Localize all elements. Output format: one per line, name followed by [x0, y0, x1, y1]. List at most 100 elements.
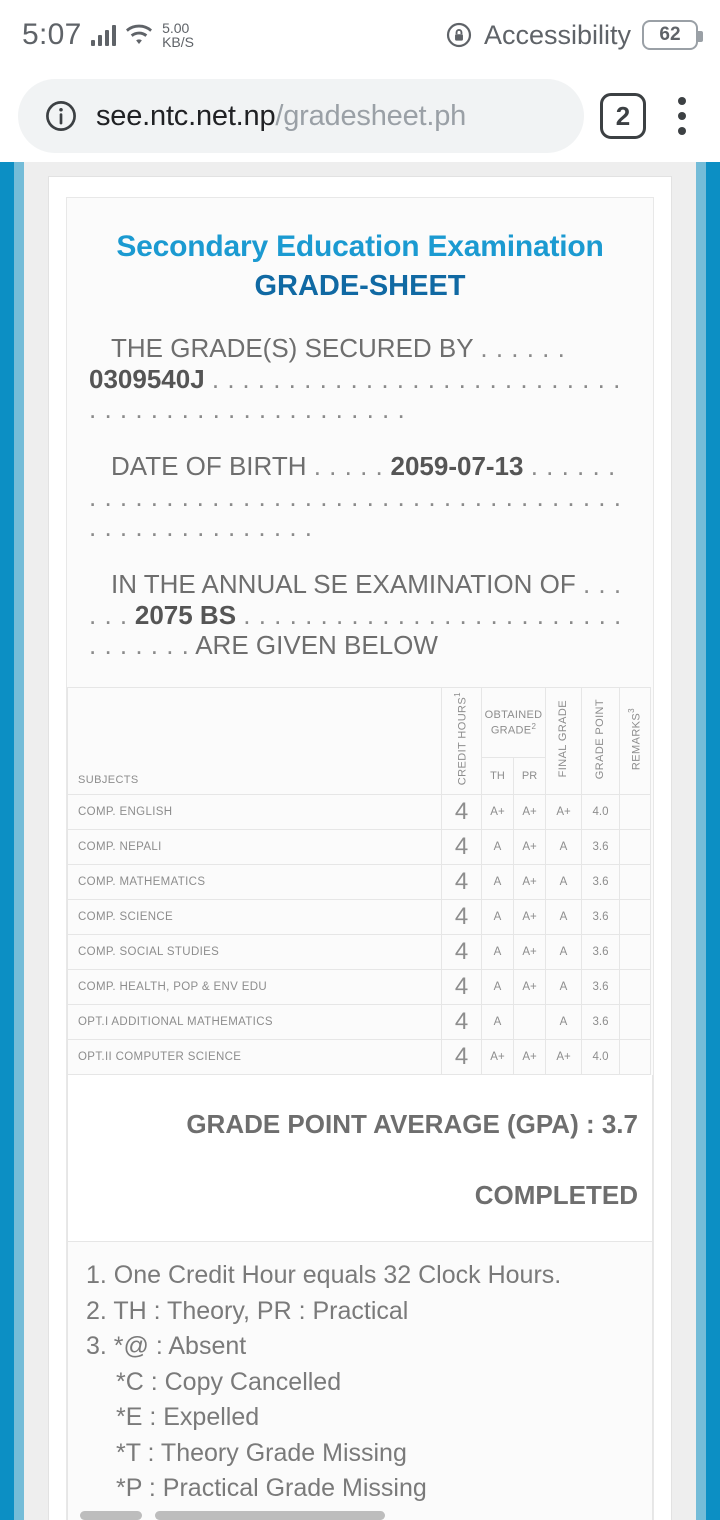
table-row: COMP. HEALTH, POP & ENV EDU 4 A A+ A 3.6	[67, 969, 651, 1006]
accessibility-label: Accessibility	[483, 19, 631, 50]
cell-th-grade: A+	[481, 1039, 514, 1076]
page-edge-soft-right	[696, 162, 706, 1520]
credit-hours-label: CREDIT HOURS	[457, 696, 469, 786]
dots-3: . . . . . . . . . . . . . . . . . . . . …	[89, 363, 621, 425]
grades-table-head: SUBJECTS CREDIT HOURS1 OBTAINED GRADE2 F…	[67, 687, 651, 796]
footnote-sub-item: *P : Practical Grade Missing	[116, 1474, 427, 1503]
cell-remarks	[619, 934, 651, 971]
cell-grade-point: 3.6	[581, 1004, 621, 1041]
cell-grade-point: 3.6	[581, 969, 621, 1006]
cell-subject: COMP. HEALTH, POP & ENV EDU	[67, 969, 442, 1006]
cell-remarks	[619, 1004, 651, 1041]
exam-prefix: IN THE ANNUAL SE EXAMINATION OF	[111, 569, 576, 600]
cell-pr-grade	[512, 1004, 547, 1041]
page-title: Secondary Education Examination	[116, 230, 604, 263]
cell-remarks	[619, 969, 651, 1006]
table-row: COMP. SOCIAL STUDIES 4 A A+ A 3.6	[67, 934, 651, 971]
cell-grade-point: 4.0	[581, 1039, 621, 1076]
address-bar[interactable]: see.ntc.net.np/gradesheet.ph	[18, 79, 584, 153]
secured-by-prefix: THE GRADE(S) SECURED BY	[111, 333, 474, 363]
cell-pr-grade: A+	[512, 1039, 547, 1076]
horizontal-scrollbar[interactable]	[0, 1511, 720, 1520]
accessibility-lock-icon	[445, 21, 473, 49]
cell-final-grade: A	[545, 899, 583, 936]
result-status: COMPLETED	[474, 1180, 638, 1211]
gpa-text: GRADE POINT AVERAGE (GPA) : 3.7	[186, 1109, 638, 1140]
dots-8: . . . . .	[242, 512, 313, 543]
cell-th-grade: A	[481, 934, 514, 971]
url-path: /gradesheet.ph	[275, 99, 467, 132]
cell-grade-point: 4.0	[581, 794, 621, 831]
web-page-viewport[interactable]: Secondary Education Examination GRADE-SH…	[0, 162, 720, 1520]
cell-credit-hours: 4	[441, 899, 482, 936]
cell-grade-point: 3.6	[581, 864, 621, 901]
cell-final-grade: A+	[545, 1039, 583, 1076]
table-row: OPT.I ADDITIONAL MATHEMATICS 4 A A 3.6	[67, 1004, 651, 1041]
footnotes-block: 1. One Credit Hour equals 32 Clock Hours…	[67, 1242, 653, 1520]
wifi-icon	[125, 24, 153, 46]
cell-subject: OPT.I ADDITIONAL MATHEMATICS	[67, 1004, 442, 1041]
cell-grade-point: 3.6	[581, 934, 621, 971]
dob-prefix: DATE OF BIRTH	[111, 451, 307, 482]
dots-9: . . . . . .	[89, 569, 622, 630]
cell-pr-grade: A+	[512, 969, 547, 1006]
cell-remarks	[619, 864, 651, 901]
network-speed: 5.00 KB/S	[162, 20, 194, 49]
declaration-exam: IN THE ANNUAL SE EXAMINATION OF . . . . …	[89, 569, 631, 661]
footnote-item: 2. TH : Theory, PR : Practical	[86, 1296, 409, 1325]
final-grade-label: FINAL GRADE	[557, 699, 570, 778]
table-row: COMP. SCIENCE 4 A A+ A 3.6	[67, 899, 651, 936]
cell-th-grade: A	[481, 829, 514, 866]
dots-7: . . . . . . . . . . . . . . . . . . . . …	[89, 481, 622, 543]
cell-pr-grade: A+	[512, 864, 547, 901]
scrollbar-thumb[interactable]	[155, 1511, 385, 1520]
grade-point-label: GRADE POINT	[594, 698, 607, 779]
battery-icon: 62	[642, 20, 703, 50]
declaration-block: THE GRADE(S) SECURED BY . . . . . . 0309…	[67, 303, 653, 661]
cell-final-grade: A	[545, 969, 583, 1006]
cell-th-grade: A	[481, 899, 514, 936]
kebab-menu-icon[interactable]	[662, 97, 702, 135]
header-obtained-grade: OBTAINED GRADE2	[480, 687, 547, 759]
scrollbar-thumb-left[interactable]	[80, 1511, 142, 1520]
cell-subject: COMP. MATHEMATICS	[67, 864, 442, 901]
tab-counter-button[interactable]: 2	[600, 93, 646, 139]
info-icon[interactable]	[44, 99, 78, 133]
gradesheet-card: Secondary Education Examination GRADE-SH…	[66, 197, 654, 1520]
cell-pr-grade: A+	[512, 829, 547, 866]
table-row: COMP. ENGLISH 4 A+ A+ A+ 4.0	[67, 794, 651, 831]
cell-pr-grade: A+	[512, 794, 547, 831]
cell-remarks	[619, 794, 651, 831]
cell-subject: OPT.II COMPUTER SCIENCE	[67, 1039, 442, 1076]
page-subtitle: GRADE-SHEET	[254, 270, 466, 302]
grades-header-row-2: TH PR	[68, 757, 651, 796]
dots-2: . .	[211, 363, 236, 394]
cell-credit-hours: 4	[441, 794, 482, 831]
table-row: OPT.II COMPUTER SCIENCE 4 A+ A+ A+ 4.0	[67, 1039, 651, 1076]
cell-grade-point: 3.6	[581, 899, 621, 936]
dots-10: . . . . . . . . . . . . . . . . . . . . …	[89, 599, 622, 661]
dots-6: . . . . . . . . . . . . .	[89, 451, 616, 512]
header-pr: PR	[512, 757, 547, 796]
credit-hours-sup: 1	[453, 692, 463, 697]
page-edge-accent-right	[706, 162, 720, 1520]
header-credit-hours-text: CREDIT HOURS1	[453, 692, 469, 785]
footnote-item: 1. One Credit Hour equals 32 Clock Hours…	[86, 1261, 562, 1290]
battery-level: 62	[659, 24, 681, 45]
exam-suffix: ARE GIVEN BELOW	[195, 630, 438, 661]
tab-count-value: 2	[615, 100, 631, 131]
browser-toolbar: see.ntc.net.np/gradesheet.ph 2	[0, 70, 720, 162]
signal-bars-icon	[90, 24, 117, 46]
header-credit-hours: CREDIT HOURS1	[441, 687, 482, 796]
cell-subject: COMP. SOCIAL STUDIES	[67, 934, 442, 971]
cell-subject: COMP. ENGLISH	[67, 794, 442, 831]
cell-th-grade: A	[481, 864, 514, 901]
header-final-grade: FINAL GRADE	[545, 687, 583, 796]
obtained-grade-sup: 2	[531, 722, 537, 732]
summary-block: GRADE POINT AVERAGE (GPA) : 3.7 COMPLETE…	[67, 1075, 653, 1243]
cell-remarks	[619, 829, 651, 866]
footnote-list: 1. One Credit Hour equals 32 Clock Hours…	[68, 1258, 652, 1365]
header-subjects: SUBJECTS	[67, 687, 442, 796]
cell-pr-grade: A+	[512, 934, 547, 971]
cell-final-grade: A	[545, 934, 583, 971]
